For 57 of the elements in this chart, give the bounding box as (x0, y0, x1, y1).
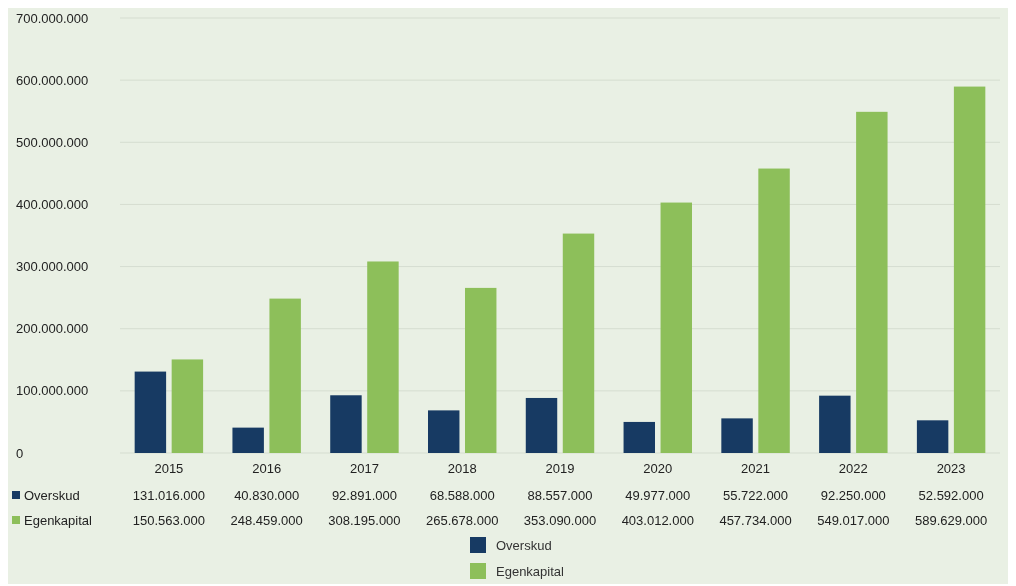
data-label: 92.250.000 (820, 488, 886, 503)
x-tick-label: 2022 (838, 461, 868, 476)
x-tick-label: 2019 (545, 461, 575, 476)
data-label: 92.891.000 (331, 488, 397, 503)
y-tick-label: 200.000.000 (16, 321, 89, 337)
legend-label: Overskud (24, 488, 80, 503)
x-tick-label: 2021 (741, 461, 771, 476)
data-label: 589.629.000 (914, 513, 988, 528)
data-label: 55.722.000 (723, 488, 789, 503)
data-label: 248.459.000 (230, 513, 303, 528)
bar (525, 397, 558, 453)
data-label: 549.017.000 (817, 513, 890, 528)
data-label: 353.090.000 (523, 513, 597, 528)
bar (856, 111, 888, 453)
legend-label: Egenkapital (24, 513, 93, 528)
bar (721, 418, 753, 453)
x-tick-label: 2015 (154, 461, 184, 476)
bar (269, 298, 301, 453)
y-tick-label: 100.000.000 (16, 383, 89, 399)
bar (367, 261, 399, 453)
y-tick-label: 0 (16, 445, 24, 461)
y-tick-label: 500.000.000 (16, 134, 89, 150)
data-label: 40.830.000 (234, 488, 300, 503)
x-tick-label: 2017 (349, 461, 379, 476)
x-tick-label: 2018 (447, 461, 477, 476)
bar (562, 233, 595, 453)
text: Egenkapital (496, 564, 564, 579)
y-tick-label: 400.000.000 (16, 196, 89, 212)
bar (134, 371, 167, 453)
bar (660, 202, 692, 453)
data-label: 403.012.000 (621, 513, 694, 528)
x-tick-label: 2020 (643, 461, 673, 476)
bar (623, 421, 655, 453)
bar (428, 410, 460, 453)
bar (465, 287, 497, 453)
data-label: 131.016.000 (132, 488, 206, 503)
bar (953, 86, 986, 453)
bar (330, 395, 362, 453)
data-label: 265.678.000 (426, 513, 499, 528)
data-label: 88.557.000 (527, 488, 593, 503)
data-label: 308.195.000 (328, 513, 401, 528)
y-tick-label: 300.000.000 (16, 259, 89, 275)
bar (916, 420, 949, 453)
y-tick-label: 700.000.000 (16, 10, 89, 26)
x-tick-label: 2016 (252, 461, 282, 476)
x-tick-label: 2023 (936, 461, 966, 476)
data-label: 68.588.000 (429, 488, 495, 503)
bar (819, 395, 851, 453)
y-tick-label: 600.000.000 (16, 72, 89, 88)
data-label: 49.977.000 (625, 488, 691, 503)
text: Overskud (496, 538, 552, 553)
bar (232, 427, 264, 453)
bar (758, 168, 790, 453)
data-label: 150.563.000 (132, 513, 206, 528)
data-label: 457.734.000 (719, 513, 792, 528)
bar (171, 359, 204, 453)
data-label: 52.592.000 (918, 488, 984, 503)
